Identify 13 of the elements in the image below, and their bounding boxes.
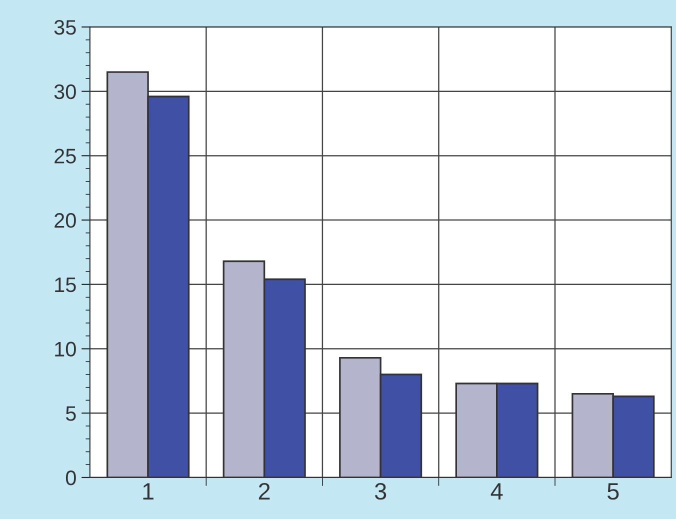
y-tick-label: 10 (55, 342, 76, 357)
y-tick-label: 35 (54, 20, 76, 35)
x-tick-label: 1 (143, 483, 154, 500)
x-tick-label: 4 (490, 483, 503, 500)
x-tick-label: 2 (258, 482, 270, 500)
y-tick-label: 5 (66, 406, 76, 421)
y-tick-label: 30 (54, 84, 76, 100)
y-tick-label: 0 (66, 470, 76, 486)
y-tick-label: 25 (54, 148, 76, 164)
y-tick-label: 15 (55, 278, 76, 292)
y-tick-label: 20 (54, 213, 76, 228)
x-tick-label: 3 (374, 482, 386, 500)
x-tick-label: 5 (608, 483, 619, 500)
